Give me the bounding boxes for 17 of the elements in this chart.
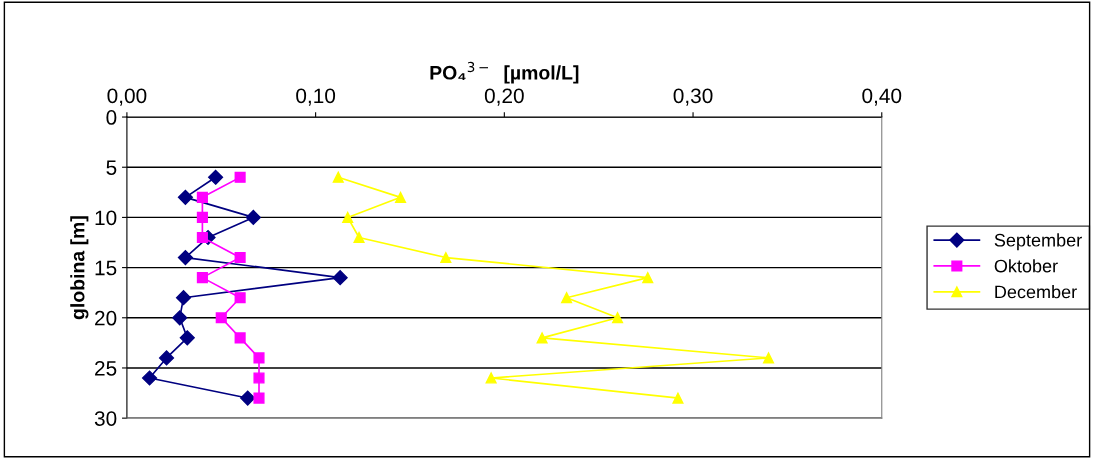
legend-label: September — [994, 233, 1082, 251]
x-tick-label: 0,30 — [673, 88, 713, 106]
y-tick-label: 15 — [95, 260, 117, 276]
x-tick-label: 0,00 — [107, 88, 147, 106]
y-tick-label: 0 — [106, 110, 117, 125]
y-tick-label: 5 — [106, 160, 117, 175]
legend-label: Oktober — [994, 259, 1058, 273]
legend-label: December — [995, 285, 1077, 299]
text: PO₄$^{3−}$ [µmol/L] — [430, 61, 579, 84]
y-tick-label: 10 — [95, 210, 117, 226]
y-tick-label: 25 — [95, 360, 117, 376]
y-tick-label: 30 — [94, 411, 117, 426]
x-tick-label: 0,10 — [296, 88, 336, 106]
y-tick-label: 20 — [95, 310, 117, 326]
x-tick-label: 0,40 — [862, 88, 902, 106]
y-axis-title: globina [m] — [70, 216, 89, 320]
x-tick-label: 0,20 — [484, 88, 524, 106]
